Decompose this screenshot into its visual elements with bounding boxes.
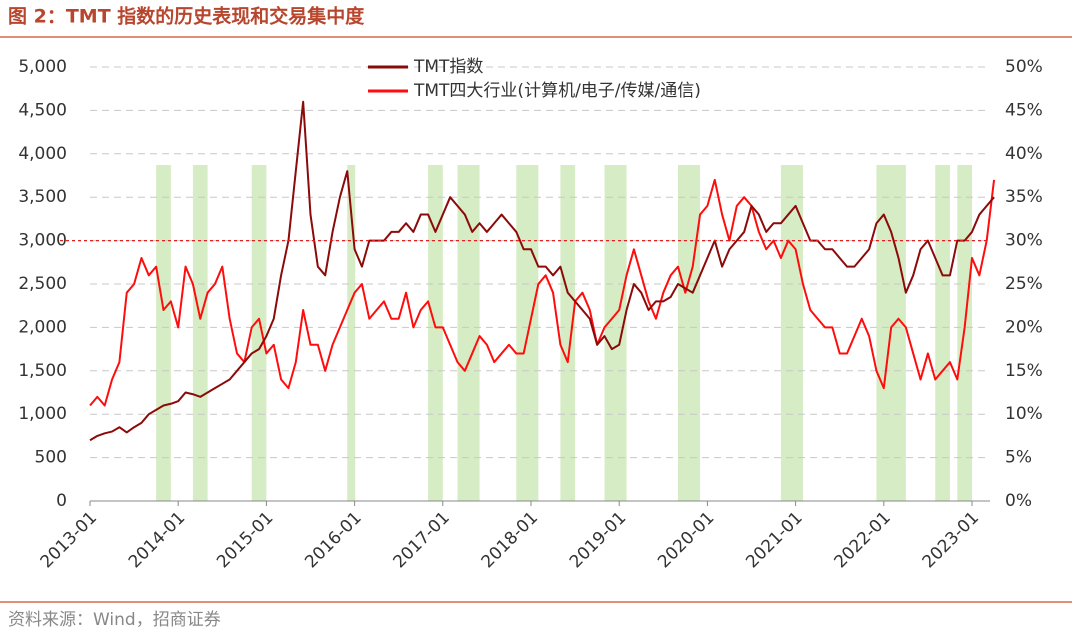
shaded-period <box>156 165 171 501</box>
x-tick-label: 2017-01 <box>390 508 454 572</box>
source-note: 资料来源：Wind，招商证券 <box>8 610 221 630</box>
y-tick-label: 2,500 <box>18 274 67 294</box>
legend-label: TMT四大行业(计算机/电子/传媒/通信) <box>413 81 701 101</box>
chart-title: 图 2：TMT 指数的历史表现和交易集中度 <box>8 5 365 28</box>
x-tick-label: 2022-01 <box>831 508 895 572</box>
y2-tick-label: 50% <box>1005 57 1043 77</box>
x-tick-label: 2019-01 <box>566 508 630 572</box>
series-line <box>89 178 996 407</box>
legend-label: TMT指数 <box>413 57 483 77</box>
shaded-period <box>560 165 576 501</box>
y-tick-label: 5,000 <box>18 57 67 77</box>
y2-tick-label: 45% <box>1005 100 1043 120</box>
x-tick-label: 2018-01 <box>478 508 542 572</box>
shaded-period <box>678 165 701 501</box>
y2-tick-label: 15% <box>1005 361 1043 381</box>
y-tick-label: 4,000 <box>18 144 67 164</box>
y2-tick-label: 40% <box>1005 144 1043 164</box>
x-tick-label: 2016-01 <box>301 508 365 572</box>
shaded-period <box>935 165 950 501</box>
x-tick-label: 2015-01 <box>213 508 277 572</box>
x-tick-label: 2013-01 <box>37 508 101 572</box>
y-tick-label: 2,000 <box>18 317 67 337</box>
series-line <box>89 100 995 442</box>
y2-tick-label: 35% <box>1005 187 1043 207</box>
x-tick-label: 2023-01 <box>919 508 983 572</box>
y2-tick-label: 25% <box>1005 274 1043 294</box>
y-tick-label: 0 <box>56 491 67 511</box>
shaded-period <box>251 165 267 501</box>
y2-tick-label: 10% <box>1005 404 1043 424</box>
y-tick-label: 500 <box>35 448 67 468</box>
y-tick-label: 1,000 <box>18 404 67 424</box>
shaded-period <box>428 165 443 501</box>
y2-tick-label: 5% <box>1005 448 1032 468</box>
shaded-period <box>604 165 627 501</box>
y-tick-label: 1,500 <box>18 361 67 381</box>
x-tick-label: 2014-01 <box>125 508 189 572</box>
shaded-period <box>347 165 356 501</box>
shaded-period <box>457 165 480 501</box>
y-tick-label: 3,000 <box>18 231 67 251</box>
shaded-period <box>780 165 803 501</box>
shaded-period <box>192 165 208 501</box>
y2-tick-label: 0% <box>1005 491 1032 511</box>
y-tick-label: 4,500 <box>18 100 67 120</box>
y-tick-label: 3,500 <box>18 187 67 207</box>
x-tick-label: 2021-01 <box>742 508 806 572</box>
y2-tick-label: 30% <box>1005 231 1043 251</box>
y2-tick-label: 20% <box>1005 317 1043 337</box>
x-tick-label: 2020-01 <box>654 508 718 572</box>
